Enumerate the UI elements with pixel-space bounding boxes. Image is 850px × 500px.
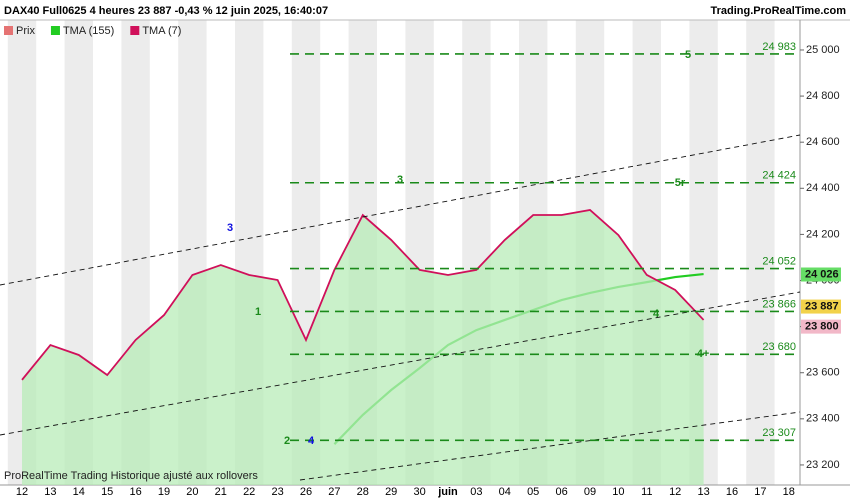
- x-tick-label: 22: [243, 486, 255, 498]
- channel-line: [299, 411, 801, 481]
- price-tag: [801, 299, 841, 314]
- price-tag-label: 24 026: [805, 268, 839, 280]
- level-label: 23 680: [762, 341, 796, 353]
- level-label: 24 052: [762, 255, 796, 267]
- x-tick-label: 19: [158, 486, 170, 498]
- legend-swatch: [50, 26, 60, 35]
- legend-swatch: [4, 26, 13, 35]
- title: DAX40 Full0625 4 heures 23 887 -0,43 % 1…: [4, 5, 328, 17]
- price-tag-label: 23 800: [805, 321, 839, 333]
- price-area: [22, 209, 704, 485]
- x-tick-label: 10: [612, 486, 624, 498]
- x-tick-label: 27: [328, 486, 340, 498]
- footer: ProRealTime Trading Historique ajusté au…: [4, 470, 258, 482]
- header-bar: [0, 0, 850, 20]
- channel-line: [0, 134, 801, 286]
- y-tick-label: 25 000: [806, 44, 840, 56]
- x-tick-label: 23: [271, 486, 283, 498]
- x-tick-label: 15: [101, 486, 113, 498]
- wave-label: 4: [308, 435, 315, 447]
- legend-label: TMA (7): [142, 25, 181, 37]
- x-tick-label: 03: [470, 486, 482, 498]
- price-tag: [801, 319, 841, 334]
- channel-lines: [0, 134, 801, 481]
- wave-label: 5r: [675, 177, 686, 189]
- x-tick-label: 05: [527, 486, 539, 498]
- legend-label: Prix: [16, 25, 35, 37]
- x-tick-label: 26: [300, 486, 312, 498]
- y-tick-label: 24 400: [806, 182, 840, 194]
- x-tick-label: 30: [413, 486, 425, 498]
- x-tick-label: 13: [697, 486, 709, 498]
- legend-label: TMA (155): [63, 25, 114, 37]
- plot: [21, 209, 705, 485]
- level-label: 24 983: [762, 41, 796, 53]
- wave-label: 1: [255, 306, 261, 318]
- x-tick-label: 12: [16, 486, 28, 498]
- level-label: 24 424: [762, 170, 796, 182]
- y-tick-label: 24 200: [806, 228, 840, 240]
- x-tick-label: 29: [385, 486, 397, 498]
- x-tick-label: 09: [584, 486, 596, 498]
- y-tick-label: 23 200: [806, 459, 840, 471]
- wave-label: 4: [653, 308, 660, 320]
- x-tick-label: 13: [44, 486, 56, 498]
- x-tick-label: 18: [783, 486, 795, 498]
- x-tick-label: 14: [73, 486, 85, 498]
- x-tick-label: 21: [215, 486, 227, 498]
- y-tick-label: 23 400: [806, 413, 840, 425]
- day-stripe: [746, 20, 775, 485]
- x-tick-label: juin: [437, 486, 458, 498]
- level-label: 23 307: [762, 427, 796, 439]
- y-tick-label: 24 600: [806, 136, 840, 148]
- wave-label: 3: [397, 174, 403, 186]
- x-tick-label: 20: [186, 486, 198, 498]
- x-tick-label: 28: [357, 486, 369, 498]
- wave-label: 5: [685, 49, 691, 61]
- level-label: 23 866: [762, 298, 796, 310]
- wave-label: 3: [227, 222, 233, 234]
- x-tick-label: 04: [499, 486, 511, 498]
- channel-line: [0, 291, 801, 436]
- x-tick-label: 11: [641, 486, 652, 498]
- site: Trading.ProRealTime.com: [710, 5, 846, 17]
- x-tick-label: 16: [726, 486, 738, 498]
- price-tag: [801, 267, 841, 282]
- y-tick-label: 24 800: [806, 90, 840, 102]
- legend-swatch: [130, 26, 140, 35]
- series-line: [21, 209, 705, 381]
- y-tick-label: 23 600: [806, 367, 840, 379]
- x-tick-label: 06: [555, 486, 567, 498]
- x-tick-label: 17: [754, 486, 766, 498]
- wave-label: 2: [284, 435, 290, 447]
- wave-label: 4+: [697, 348, 710, 360]
- x-tick-label: 16: [129, 486, 141, 498]
- x-tick-label: 12: [669, 486, 681, 498]
- price-tag-label: 23 887: [805, 300, 839, 312]
